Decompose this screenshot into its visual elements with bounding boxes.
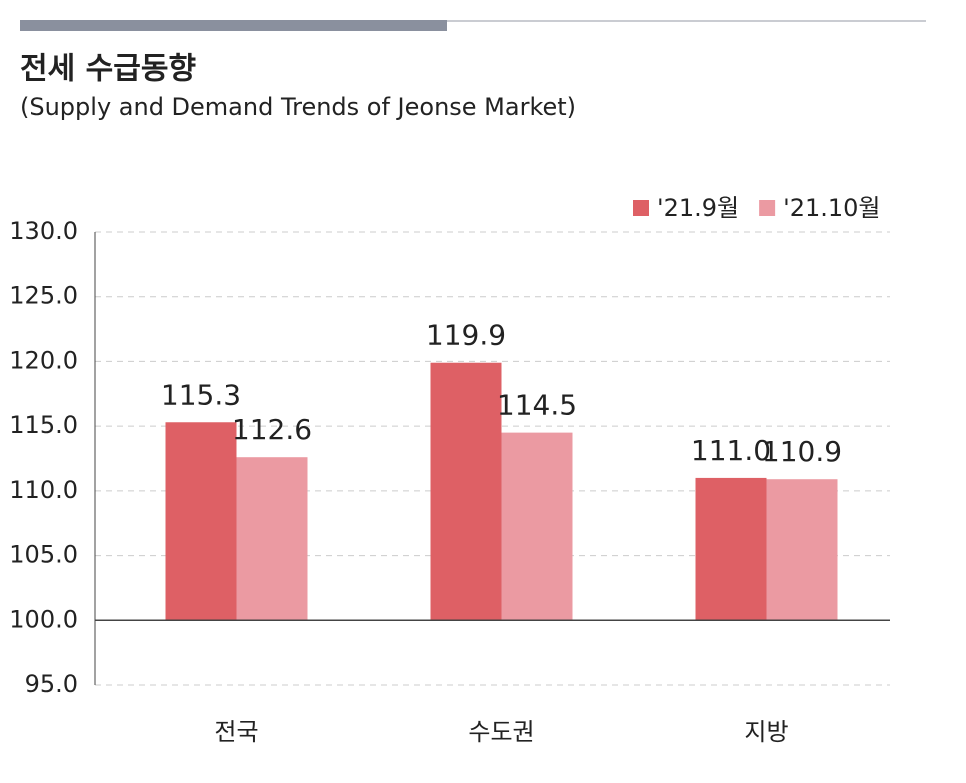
legend-swatch bbox=[633, 200, 649, 216]
y-tick-label: 120.0 bbox=[9, 346, 78, 374]
data-label: 110.9 bbox=[762, 435, 842, 468]
x-tick-label: 전국 bbox=[214, 718, 258, 746]
bar bbox=[501, 432, 573, 621]
legend-swatch bbox=[759, 200, 776, 216]
x-tick-label: 수도권 bbox=[468, 718, 534, 746]
data-label: 119.9 bbox=[426, 319, 506, 352]
data-label: 115.3 bbox=[161, 378, 241, 411]
header-bar bbox=[20, 20, 447, 31]
bar bbox=[165, 422, 237, 621]
bar bbox=[766, 479, 838, 621]
chart-title: 전세 수급동향 bbox=[20, 52, 196, 87]
legend-label: '21.10월 bbox=[783, 194, 880, 222]
bar bbox=[430, 362, 502, 621]
y-tick-label: 110.0 bbox=[9, 476, 78, 504]
y-tick-label: 115.0 bbox=[9, 411, 78, 439]
bar bbox=[236, 457, 308, 621]
data-label: 111.0 bbox=[691, 434, 771, 467]
y-tick-label: 100.0 bbox=[9, 605, 78, 633]
data-label: 114.5 bbox=[497, 389, 577, 422]
chart-subtitle: (Supply and Demand Trends of Jeonse Mark… bbox=[20, 93, 576, 121]
bar bbox=[695, 477, 767, 621]
y-tick-label: 105.0 bbox=[9, 541, 78, 569]
legend-label: '21.9월 bbox=[657, 194, 739, 222]
data-label: 112.6 bbox=[232, 413, 312, 446]
y-tick-label: 130.0 bbox=[9, 217, 78, 245]
y-tick-label: 95.0 bbox=[25, 670, 78, 698]
y-tick-label: 125.0 bbox=[9, 282, 78, 310]
x-tick-label: 지방 bbox=[744, 718, 788, 746]
